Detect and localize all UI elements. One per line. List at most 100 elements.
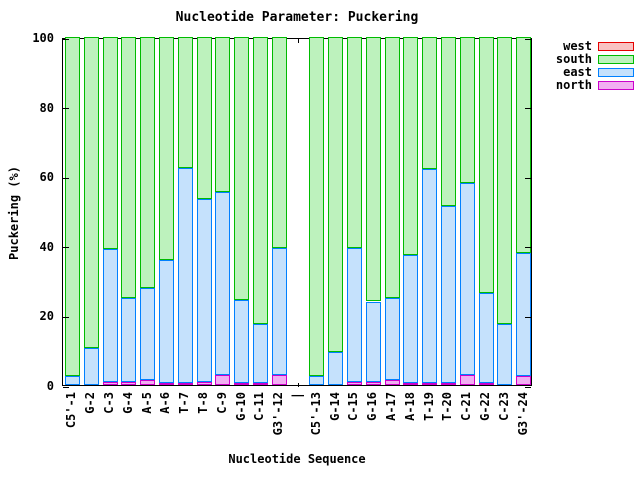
bar-segment-east [403,254,419,384]
plot-area [62,37,532,388]
legend-label-east: east [563,65,592,79]
bar-segment-east [234,299,250,384]
x-tick-label: G-2 [83,392,98,414]
bar-G3'-24 [516,37,532,385]
y-tick-label: 20 [39,309,54,324]
bar-G-4 [121,37,137,385]
bar-segment-south [64,37,80,377]
bar-segment-south [271,37,287,248]
x-tick-label: G-22 [478,392,492,421]
bar-segment-south [309,37,325,377]
y-tick [525,247,531,249]
bar-segment-north [158,383,174,385]
x-tick-label: A-5 [139,392,154,414]
bar-G3'-12 [271,37,287,385]
bar-segment-north [271,374,287,385]
bar-C5'-1 [64,37,80,385]
x-tick-label: T-7 [177,392,192,414]
chart-title: Nucleotide Parameter: Puckering [175,10,419,25]
y-tick [63,386,69,388]
bar-segment-north [140,379,156,385]
bar-segment-north [177,383,193,385]
bar-segment-south [234,37,250,300]
bar-segment-south [328,37,344,352]
bar-T-8 [196,37,212,385]
legend-row-north: north [540,75,640,92]
bar-segment-north [234,383,250,385]
legend-row-west: west [540,36,640,53]
bar-C5'-13 [309,37,325,385]
legend-label-south: south [555,52,592,66]
bar-segment-east [177,167,193,384]
legend-swatch-south-icon [598,55,634,64]
bar-segment-south [121,37,137,298]
legend-swatch-north-icon [598,81,634,90]
x-tick-label: C-21 [459,392,474,421]
bar-segment-east [215,191,231,375]
legend-label-west: west [563,39,592,53]
x-tick-label: C5'-13 [308,392,323,436]
x-tick-label: A-6 [158,392,173,414]
legend-row-east: east [540,62,640,79]
bar-segment-north [121,381,137,385]
bar-segment-east [121,298,137,382]
bar-T-19 [422,37,438,385]
y-tick-label: 40 [39,239,54,254]
bar-segment-east [516,252,532,377]
bar-segment-east [83,348,99,385]
bar-segment-south [403,37,419,255]
x-tick-label: G3'-12 [271,392,286,436]
bar-segment-south [459,37,475,184]
y-tick [525,386,531,388]
y-tick [525,108,531,110]
bar-segment-north [196,381,212,385]
x-tick-label: T-20 [440,392,455,421]
bar-segment-south [252,37,268,325]
y-tick [63,177,69,179]
legend-swatch-east-icon [598,68,634,77]
x-tick-label: G-10 [233,392,248,421]
x-tick-label: C5'-1 [64,392,79,429]
bar-segment-south [83,37,99,349]
bar-segment-east [478,292,494,384]
bar-segment-north [516,376,532,385]
y-tick [525,177,531,179]
x-tick-label: A-17 [384,392,398,421]
bar-G-2 [83,37,99,385]
bar-segment-south [196,37,212,199]
bar-segment-north [422,383,438,385]
bar-segment-east [328,351,344,385]
bar-A-6 [158,37,174,385]
bar-segment-east [64,376,80,385]
bar-C-3 [102,37,118,385]
bar-segment-north [215,374,231,385]
bar-segment-north [403,383,419,385]
bar-segment-south [346,37,362,248]
bar-segment-south [516,37,532,253]
y-tick [63,38,69,40]
bar-T-7 [177,37,193,385]
bar-segment-east [158,259,174,384]
x-tick-label: G-14 [327,392,342,421]
bar-segment-east [102,249,118,382]
bar-segment-south [215,37,231,192]
x-tick-label: G-4 [120,392,135,414]
bar-segment-south [177,37,193,168]
x-tick-label: C-15 [346,392,361,421]
bar-segment-south [140,37,156,288]
bar-C-21 [459,37,475,385]
bar-C-11 [252,37,268,385]
x-tick-label: C-9 [214,392,229,414]
legend: west south east north [540,36,640,92]
bar-segment-south [422,37,438,170]
bar-C-9 [215,37,231,385]
x-tick-label: A-18 [402,392,417,421]
bar-segment-east [309,376,325,385]
bar-segment-north [440,383,456,385]
bar-segment-north [384,379,400,385]
bar-G-16 [365,37,381,385]
bar-segment-east [271,247,287,375]
bar-segment-east [459,183,475,375]
x-tick-label: C-11 [252,392,267,421]
